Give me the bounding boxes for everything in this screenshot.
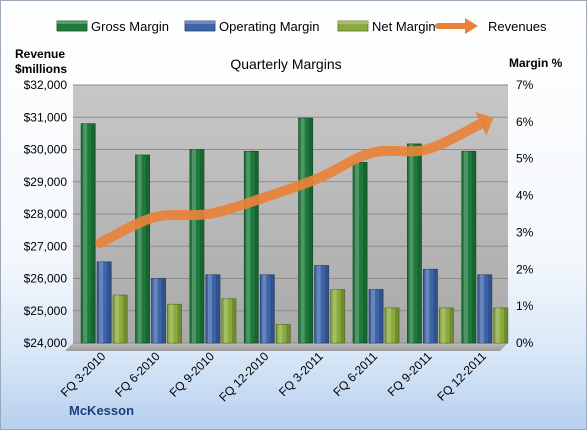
right-axis-tick-label: 6% <box>516 115 534 129</box>
revenue-line <box>95 111 494 249</box>
right-axis-tick-label: 5% <box>516 152 534 166</box>
gross-margin-bar <box>461 150 477 344</box>
right-axis-tick-label: 2% <box>516 262 534 276</box>
right-axis-label: Margin % <box>509 56 563 70</box>
net-margin-bar <box>330 289 346 344</box>
operating-margin-bar <box>423 268 438 344</box>
net-margin-bar <box>167 303 182 344</box>
legend: Gross Margin Operating Margin Net Margin Re… <box>56 18 547 34</box>
legend-label: Gross Margin <box>91 19 169 34</box>
category-label: FQ 9-2011 <box>385 349 435 399</box>
legend-item-revenues: Revenues <box>435 18 547 34</box>
bars <box>80 117 509 344</box>
category-label: FQ 12-2011 <box>434 349 489 404</box>
gross-margin-bar <box>407 143 422 344</box>
net-margin-bar <box>275 324 291 344</box>
category-label: FQ 3-2011 <box>276 349 326 399</box>
legend-label: Net Margin <box>372 19 436 34</box>
operating-margin-bar <box>368 289 384 344</box>
category-labels: FQ 3-2010 FQ 6-2010 FQ 9-2010 FQ 12-2010 FQ … <box>58 349 489 404</box>
legend-item-net-margin: Net Margin <box>337 19 436 34</box>
left-axis-tick-label: $31,000 <box>24 110 68 124</box>
net-margin-bar <box>221 298 237 344</box>
left-axis-label-line1: Revenue <box>15 47 65 61</box>
category-label: FQ 6-2010 <box>112 349 163 400</box>
gross-margin-bar <box>80 123 96 344</box>
gross-margin-bar <box>189 149 205 344</box>
operating-margin-bar <box>314 265 330 344</box>
legend-label: Operating Margin <box>219 19 319 34</box>
right-axis-ticks: 0% 1% 2% 3% 4% 5% 6% 7% <box>516 78 534 350</box>
net-margin-bar <box>384 307 400 344</box>
left-axis-tick-label: $25,000 <box>24 304 68 318</box>
left-axis-tick-label: $29,000 <box>24 175 68 189</box>
left-axis-tick-label: $27,000 <box>24 239 68 253</box>
gross-margin-bar <box>298 117 314 344</box>
left-axis-tick-label: $24,000 <box>24 336 68 350</box>
left-axis-tick-label: $30,000 <box>24 143 68 157</box>
right-axis-tick-label: 7% <box>516 78 534 92</box>
category-label: FQ 12-2010 <box>216 349 271 404</box>
net-margin-bar <box>439 307 454 344</box>
operating-margin-bar <box>259 274 275 344</box>
gross-margin-bar <box>352 161 368 344</box>
plot-floor <box>65 343 508 351</box>
revenues-line <box>95 118 486 249</box>
left-axis-ticks: $24,000 $25,000 $26,000 $27,000 $28,000 $29,0… <box>24 78 68 350</box>
operating-margin-bar <box>151 278 166 344</box>
right-axis-tick-label: 0% <box>516 336 534 350</box>
net-margin-bar <box>112 294 128 344</box>
gross-margin-bar <box>135 154 150 344</box>
left-axis-tick-label: $32,000 <box>24 78 68 92</box>
legend-item-gross-margin: Gross Margin <box>56 19 169 34</box>
left-axis-tick-label: $28,000 <box>24 207 68 221</box>
legend-item-operating-margin: Operating Margin <box>184 19 319 34</box>
category-label: FQ 9-2010 <box>167 349 218 400</box>
gross-margin-bar <box>243 150 259 344</box>
chart-title: Quarterly Margins <box>230 56 341 72</box>
category-label: FQ 6-2011 <box>330 349 380 399</box>
operating-margin-bar <box>205 274 221 344</box>
right-axis-tick-label: 3% <box>516 225 534 239</box>
right-axis-tick-label: 4% <box>516 189 534 203</box>
operating-margin-bar <box>96 261 112 344</box>
left-axis-label-line2: $millions <box>15 62 67 76</box>
left-axis-tick-label: $26,000 <box>24 272 68 286</box>
operating-margin-bar <box>477 274 493 344</box>
right-axis-tick-label: 1% <box>516 299 534 313</box>
revenues-arrow-head <box>475 111 494 136</box>
legend-label: Revenues <box>488 19 547 34</box>
footer-company: McKesson <box>69 403 134 418</box>
net-margin-bar <box>493 307 509 344</box>
category-label: FQ 3-2010 <box>58 349 109 400</box>
